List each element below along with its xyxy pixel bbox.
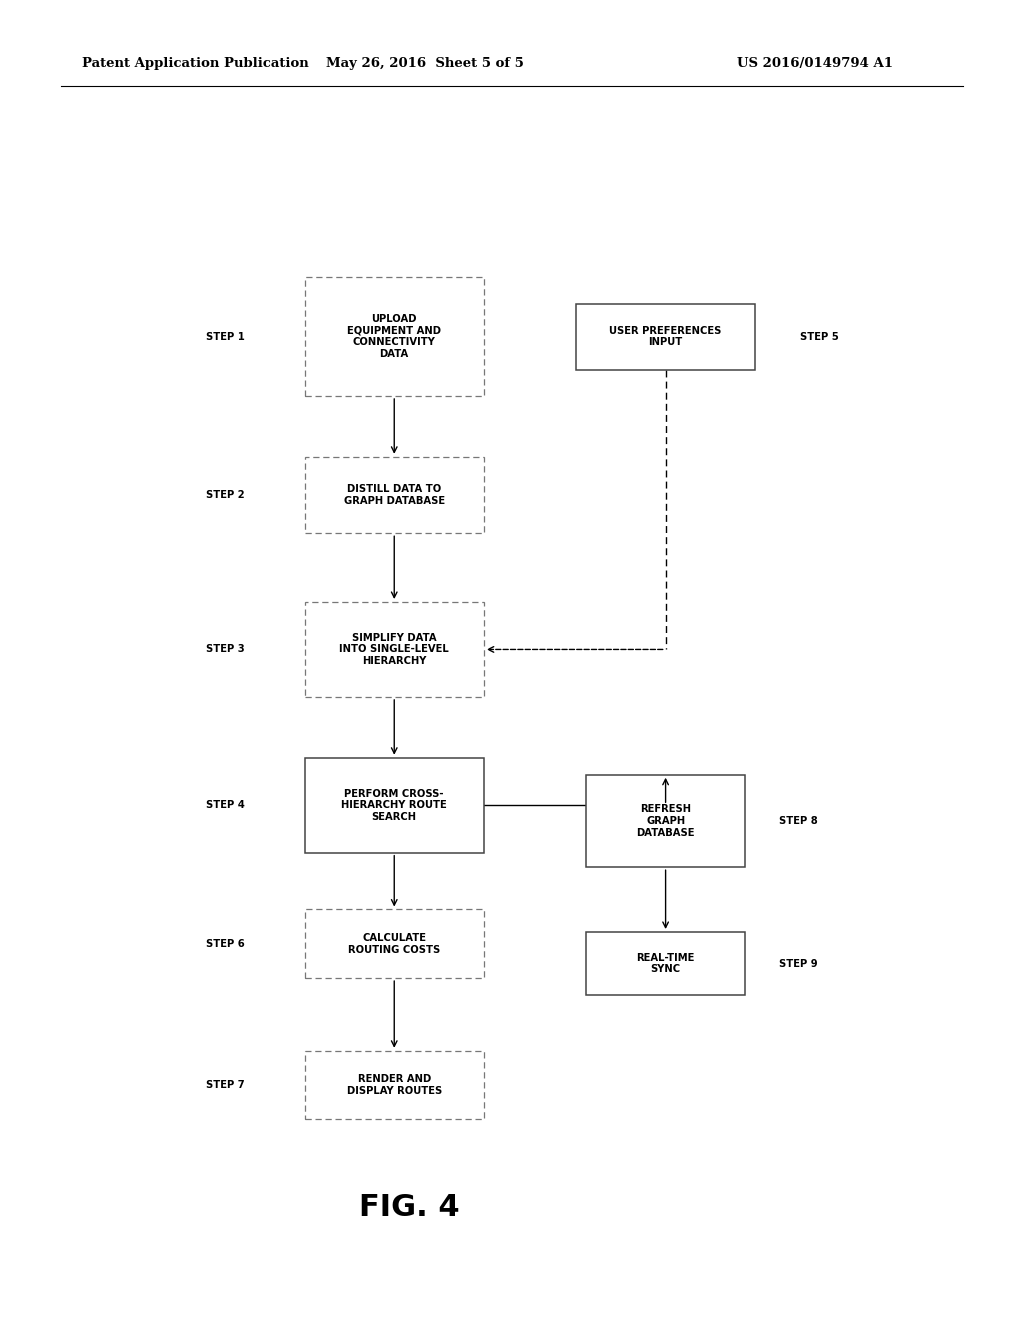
Text: DISTILL DATA TO
GRAPH DATABASE: DISTILL DATA TO GRAPH DATABASE (344, 484, 444, 506)
Text: STEP 9: STEP 9 (779, 958, 818, 969)
Text: STEP 6: STEP 6 (206, 939, 245, 949)
Text: UPLOAD
EQUIPMENT AND
CONNECTIVITY
DATA: UPLOAD EQUIPMENT AND CONNECTIVITY DATA (347, 314, 441, 359)
Text: STEP 1: STEP 1 (206, 331, 245, 342)
Bar (586, 932, 745, 995)
Bar (305, 277, 483, 396)
Bar (305, 457, 483, 533)
Bar (305, 602, 483, 697)
Text: SIMPLIFY DATA
INTO SINGLE-LEVEL
HIERARCHY: SIMPLIFY DATA INTO SINGLE-LEVEL HIERARCH… (339, 632, 450, 667)
Bar (305, 909, 483, 978)
Bar (305, 758, 483, 853)
Text: CALCULATE
ROUTING COSTS: CALCULATE ROUTING COSTS (348, 933, 440, 954)
Text: REFRESH
GRAPH
DATABASE: REFRESH GRAPH DATABASE (636, 804, 695, 838)
Text: FIG. 4: FIG. 4 (359, 1193, 460, 1222)
Text: RENDER AND
DISPLAY ROUTES: RENDER AND DISPLAY ROUTES (346, 1074, 442, 1096)
Text: STEP 5: STEP 5 (800, 331, 839, 342)
Text: STEP 2: STEP 2 (206, 490, 245, 500)
Text: May 26, 2016  Sheet 5 of 5: May 26, 2016 Sheet 5 of 5 (326, 57, 524, 70)
Text: STEP 7: STEP 7 (206, 1080, 245, 1090)
Bar (586, 775, 745, 867)
Text: PERFORM CROSS-
HIERARCHY ROUTE
SEARCH: PERFORM CROSS- HIERARCHY ROUTE SEARCH (341, 788, 447, 822)
Bar (305, 1051, 483, 1119)
Text: Patent Application Publication: Patent Application Publication (82, 57, 308, 70)
Text: REAL-TIME
SYNC: REAL-TIME SYNC (636, 953, 695, 974)
Bar (575, 304, 756, 370)
Text: USER PREFERENCES
INPUT: USER PREFERENCES INPUT (609, 326, 722, 347)
Text: STEP 8: STEP 8 (779, 816, 818, 826)
Text: STEP 3: STEP 3 (206, 644, 245, 655)
Text: US 2016/0149794 A1: US 2016/0149794 A1 (737, 57, 893, 70)
Text: STEP 4: STEP 4 (206, 800, 245, 810)
